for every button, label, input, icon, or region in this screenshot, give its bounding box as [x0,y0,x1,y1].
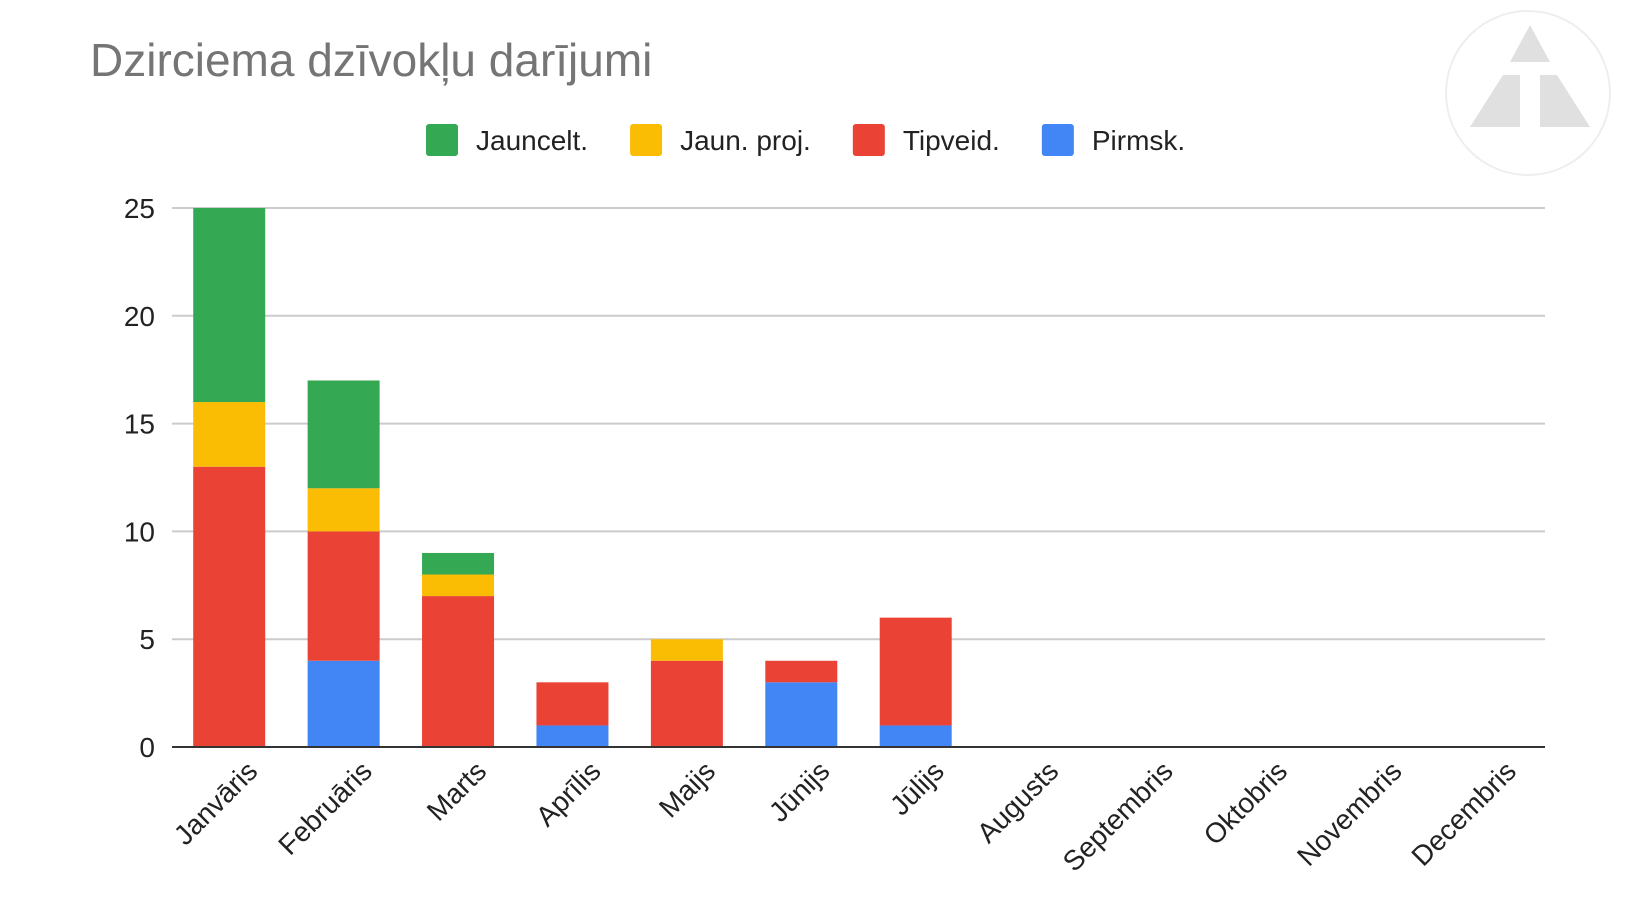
y-tick-label: 20 [124,301,155,332]
triangle-logo-icon [1470,25,1590,127]
x-tick-label: Augusts [971,755,1064,848]
y-tick-label: 0 [139,732,155,763]
bar-tipveid--1 [193,466,266,747]
bar-pirmsk--7 [879,725,952,747]
legend: Jauncelt. Jaun. proj. Tipveid. Pirmsk. [426,124,1185,156]
y-axis-ticks: 0 5 10 15 20 25 [124,193,155,763]
bar-tipveid--4 [536,682,609,726]
bar-jauncelt--3 [422,552,495,575]
x-tick-label: Jūlijs [884,755,950,821]
gridlines [172,207,1545,641]
legend-label: Jaun. proj. [680,125,811,156]
bar-tipveid--2 [307,531,380,661]
bar-pirmsk--6 [765,682,838,747]
y-tick-label: 10 [124,516,155,547]
bar-jaun-proj--1 [193,402,266,467]
bar-tipveid--5 [650,660,723,747]
legend-item: Jaun. proj. [630,124,811,156]
legend-label: Jauncelt. [476,125,588,156]
x-tick-label: Oktobris [1198,755,1294,851]
legend-swatch [426,124,458,156]
legend-swatch [1041,124,1074,156]
x-tick-label: Septembris [1057,755,1179,877]
bar-pirmsk--4 [536,725,609,747]
x-tick-label: Decembris [1405,755,1522,872]
chart-title: Dzirciema dzīvokļu darījumi [90,34,652,86]
logo-circle [1445,10,1611,176]
bar-jaun-proj--2 [307,488,380,532]
bar-tipveid--6 [765,660,838,683]
bars [193,208,952,747]
y-tick-label: 25 [124,193,155,224]
x-tick-label: Janvāris [168,755,264,851]
legend-label: Tipveid. [903,125,1000,156]
legend-item: Pirmsk. [1041,124,1185,156]
legend-swatch [852,124,885,156]
logo-watermark [1445,10,1611,176]
x-tick-label: Novembris [1291,755,1408,872]
bar-jauncelt--2 [307,380,380,489]
x-axis-ticks: Janvāris Februāris Marts Aprīlis Maijs Jūnijs… [168,755,1522,877]
y-tick-label: 15 [124,409,155,440]
legend-label: Pirmsk. [1092,125,1185,156]
bar-jaun-proj--3 [422,574,495,597]
bar-jaun-proj--5 [650,639,723,661]
bar-tipveid--3 [422,596,495,747]
legend-item: Jauncelt. [426,124,588,156]
x-tick-label: Marts [421,755,492,826]
x-tick-label: Februāris [272,755,378,861]
bar-tipveid--7 [879,617,952,726]
legend-swatch [630,124,663,156]
x-tick-label: Jūnijs [763,755,836,828]
x-tick-label: Aprīlis [530,755,607,832]
x-tick-label: Maijs [653,755,721,823]
y-tick-label: 5 [139,624,155,655]
bar-pirmsk--2 [307,660,380,747]
bar-jauncelt--1 [193,208,266,403]
legend-item: Tipveid. [852,124,1000,156]
